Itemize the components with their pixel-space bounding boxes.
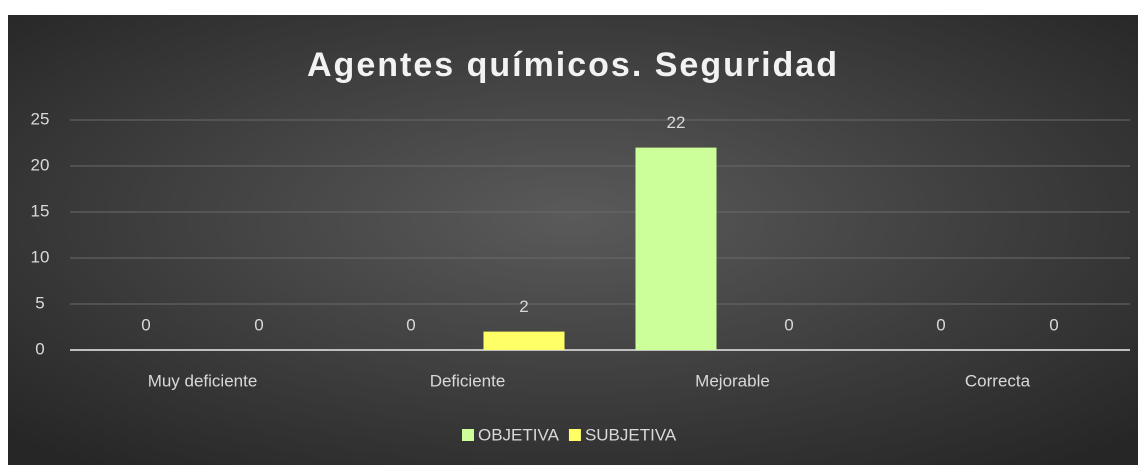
chart-title: Agentes químicos. Seguridad <box>307 46 839 84</box>
data-label: 0 <box>1049 315 1058 334</box>
data-label: 0 <box>784 315 793 334</box>
y-tick-label: 20 <box>31 155 50 174</box>
x-tick-label: Mejorable <box>695 371 770 390</box>
x-tick-label: Muy deficiente <box>148 371 258 390</box>
y-tick-label: 15 <box>31 201 50 220</box>
data-label: 0 <box>936 315 945 334</box>
legend-swatch <box>462 429 474 441</box>
y-tick-label: 10 <box>31 247 50 266</box>
data-label: 0 <box>141 315 150 334</box>
y-tick-label: 25 <box>31 109 50 128</box>
data-label: 22 <box>667 113 686 132</box>
data-label: 2 <box>519 297 528 316</box>
legend-label: OBJETIVA <box>478 425 560 444</box>
x-tick-label: Correcta <box>965 371 1031 390</box>
y-tick-label: 0 <box>35 339 44 358</box>
chart-background <box>8 15 1138 465</box>
legend-swatch <box>568 429 581 441</box>
x-tick-label: Deficiente <box>430 371 506 390</box>
data-label: 0 <box>254 315 263 334</box>
legend-label: SUBJETIVA <box>585 425 677 444</box>
data-label: 0 <box>406 315 415 334</box>
bar <box>635 147 717 350</box>
bar <box>483 331 565 350</box>
y-tick-label: 5 <box>35 293 44 312</box>
